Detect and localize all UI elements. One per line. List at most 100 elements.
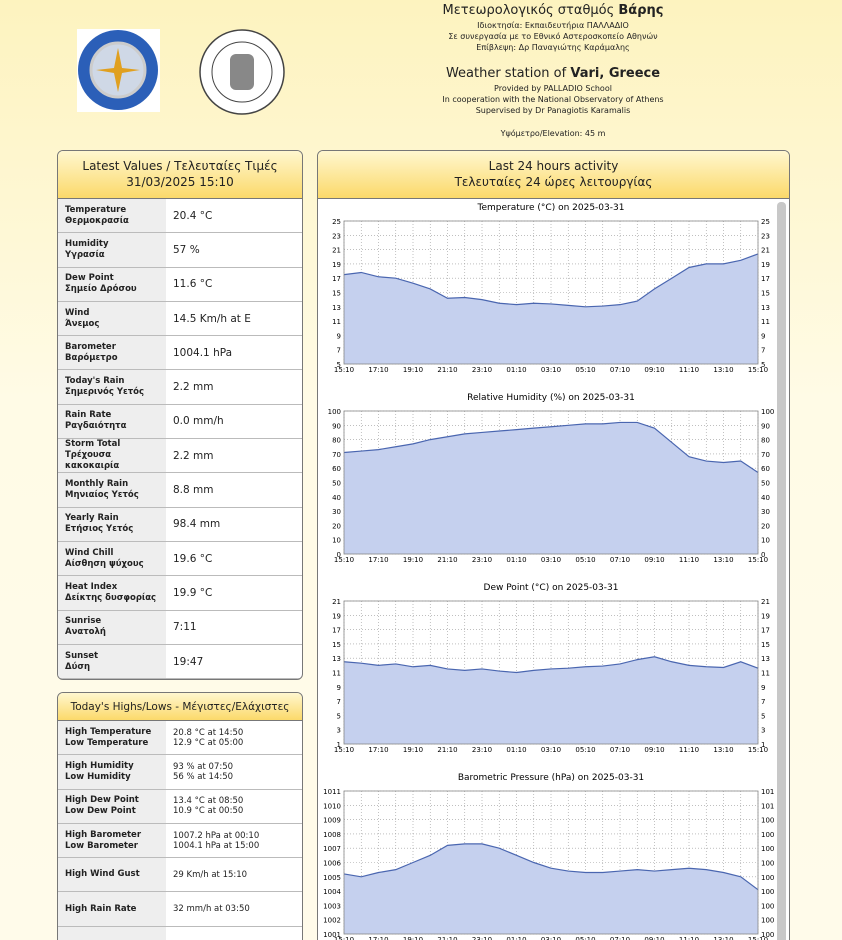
y2-tick-label: 13 [761, 304, 770, 312]
row: Storm Total Τρέχουσα κακοκαιρία 2.2 mm [58, 439, 302, 474]
label: High Humidity [65, 760, 134, 771]
x-tick-label: 07:10 [610, 366, 630, 374]
x-tick-label: 07:10 [610, 746, 630, 754]
logo-figure [230, 54, 254, 90]
label-gr: Σημείο Δρόσου [65, 284, 137, 295]
x-tick-label: 15:10 [334, 366, 354, 374]
label-gr: Υγρασία [65, 249, 105, 260]
y-tick-label: 1009 [323, 817, 341, 825]
y2-tick-label: 23 [761, 232, 770, 240]
value-cell: 1004.1 hPa [166, 336, 302, 369]
x-tick-label: 03:10 [541, 746, 561, 754]
label: High Rain Rate [65, 903, 137, 914]
plot-frame [343, 220, 759, 365]
label-gr: Ετήσιος Υετός [65, 524, 134, 535]
rows: Temperature Θερμοκρασία 20.4 °C Humidity Υγρ… [58, 199, 302, 679]
label-cell: Dew Point Σημείο Δρόσου [58, 267, 166, 301]
y-tick-label: 11 [332, 318, 341, 326]
row: Barometer Βαρόμετρο 1004.1 hPa [58, 336, 302, 371]
value: 20.8 °C at 14:50 [173, 727, 244, 738]
scrollbar[interactable] [777, 202, 786, 940]
plot-frame [343, 410, 759, 555]
x-tick-label: 05:10 [575, 936, 595, 940]
label-cell [58, 926, 166, 940]
value: 20.4 °C [173, 209, 213, 222]
value: 13.4 °C at 08:50 [173, 796, 244, 807]
row: Monthly Rain Μηνιαίος Υετός 8.8 mm [58, 473, 302, 508]
value-cell: 57 % [166, 233, 302, 266]
x-tick-label: 19:10 [403, 936, 423, 940]
label-gr: Ανατολή [65, 627, 106, 638]
line [343, 843, 759, 891]
y-tick-label: 1002 [323, 917, 341, 925]
x-tick-label: 11:10 [679, 746, 699, 754]
label-en: Humidity [65, 238, 109, 249]
x-tick-label: 03:10 [541, 366, 561, 374]
x-tick-label: 17:10 [368, 936, 388, 940]
y2-tick-label: 30 [761, 508, 770, 516]
x-tick-label: 19:10 [403, 366, 423, 374]
y-tick-label: 40 [332, 494, 341, 502]
label-gr: Αίσθηση ψύχους [65, 558, 144, 569]
charts: Temperature (°C) on 2025-03-31 15:10 17:10… [323, 203, 774, 940]
value: 93 % at 07:50 [173, 761, 234, 772]
y-tick-label: 100 [328, 408, 341, 416]
y-tick-label: 80 [332, 437, 341, 445]
x-tick-label: 09:10 [644, 366, 664, 374]
x-tick-label: 23:10 [472, 936, 492, 940]
row: Humidity Υγρασία 57 % [58, 233, 302, 268]
y2-tick-label: 17 [761, 275, 770, 283]
value-cell: 20.8 °C at 14:50 12.9 °C at 05:00 [166, 721, 302, 754]
y2-tick-label: 7 [761, 347, 765, 355]
label-en: Temperature [65, 204, 127, 215]
label-cell: Sunset Δύση [58, 644, 166, 679]
title-en: Weather station of Vari, Greece [380, 66, 726, 82]
label-cell: Monthly Rain Μηνιαίος Υετός [58, 473, 166, 507]
value-cell: 2.2 mm [166, 439, 302, 472]
y2-tick-label: 15 [761, 290, 770, 298]
logo-inner [211, 41, 273, 103]
value: 2.2 mm [173, 381, 214, 394]
label: Low Barometer [65, 840, 138, 851]
panel-datetime: 31/03/2025 15:10 [126, 175, 234, 189]
lines-en: Provided by PALLADIO School In cooperatio… [380, 83, 726, 116]
value-cell: 0.0 mm/h [166, 405, 302, 438]
y-tick-label: 70 [332, 451, 341, 459]
panel-header: Latest Values / Τελευταίες Τιμές 31/03/20… [58, 151, 302, 199]
lines-gr: Ιδιοκτησία: Εκπαιδευτήρια ΠΑΛΛΑΔΙΟ Σε συν… [380, 20, 726, 53]
label-cell: High Wind Gust [58, 858, 166, 892]
x-tick-label: 07:10 [610, 936, 630, 940]
value: 19.6 °C [173, 552, 213, 565]
x-tick-label: 23:10 [472, 556, 492, 564]
y-tick-label: 1008 [323, 831, 341, 839]
panel-header: Last 24 hours activity Τελευταίες 24 ώρες… [318, 151, 789, 199]
text: Μετεωρολογικός σταθμός [442, 3, 615, 18]
x-tick-label: 11:10 [679, 936, 699, 940]
label-en: Yearly Rain [65, 513, 119, 524]
label-gr: Βαρόμετρο [65, 352, 118, 363]
label-cell: High Barometer Low Barometer [58, 823, 166, 858]
y2-tick-label: 17 [761, 627, 770, 635]
y2-tick-label: 90 [761, 422, 770, 430]
y2-tick-label: 1010 [761, 802, 774, 810]
value-cell: 93 % at 07:50 56 % at 14:50 [166, 755, 302, 788]
label-en: Barometer [65, 341, 116, 352]
row: Dew Point Σημείο Δρόσου 11.6 °C [58, 267, 302, 302]
label: High Barometer [65, 829, 142, 840]
x-tick-label: 13:10 [713, 936, 733, 940]
y2-tick-label: 1005 [761, 874, 774, 882]
value-cell: 7:11 [166, 611, 302, 644]
y-tick-label: 13 [332, 304, 341, 312]
y2-tick-label: 1007 [761, 845, 774, 853]
y2-tick-label: 21 [761, 247, 770, 255]
y2-tick-label: 80 [761, 437, 770, 445]
observatory-logo [199, 29, 285, 115]
y2-tick-label: 20 [761, 522, 770, 530]
panel-title: Latest Values / Τελευταίες Τιμές [82, 159, 278, 173]
text: Vari, Greece [570, 66, 661, 81]
x-tick-label: 03:10 [541, 556, 561, 564]
y-tick-label: 1001 [323, 931, 341, 939]
y2-tick-label: 9 [761, 684, 765, 692]
panel-title: Today's Highs/Lows - Μέγιστες/Ελάχιστες [58, 693, 302, 721]
x-tick-label: 13:10 [713, 746, 733, 754]
